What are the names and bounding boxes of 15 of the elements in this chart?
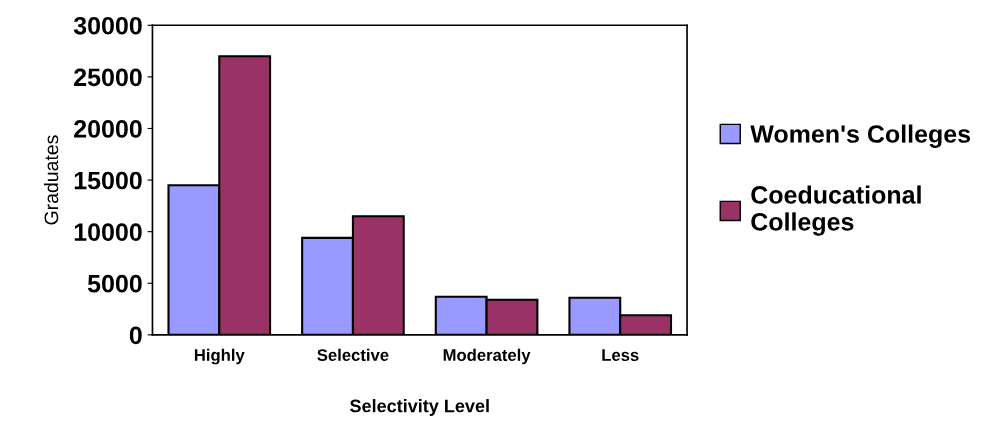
y-tick-label: 25000 — [74, 68, 142, 87]
y-tick-label: 30000 — [73, 16, 142, 35]
y-tick-label: 20000 — [74, 120, 142, 138]
x-tick-label: Moderately — [443, 348, 531, 365]
y-tick-label: 10000 — [74, 223, 142, 241]
legend-label: Women's Colleges — [750, 124, 971, 148]
x-axis-title: Selectivity Level — [350, 399, 489, 416]
y-axis-title: Graduates — [43, 135, 59, 225]
legend-label: Coeducational Colleges — [751, 185, 921, 236]
y-tick-label: 5000 — [87, 274, 142, 293]
y-tick-label: 15000 — [74, 171, 142, 190]
x-tick-label: Highly — [194, 348, 245, 365]
y-tick-label: 0 — [129, 326, 142, 345]
x-tick-label: Selective — [317, 348, 389, 361]
x-tick-label: Less — [602, 349, 639, 361]
